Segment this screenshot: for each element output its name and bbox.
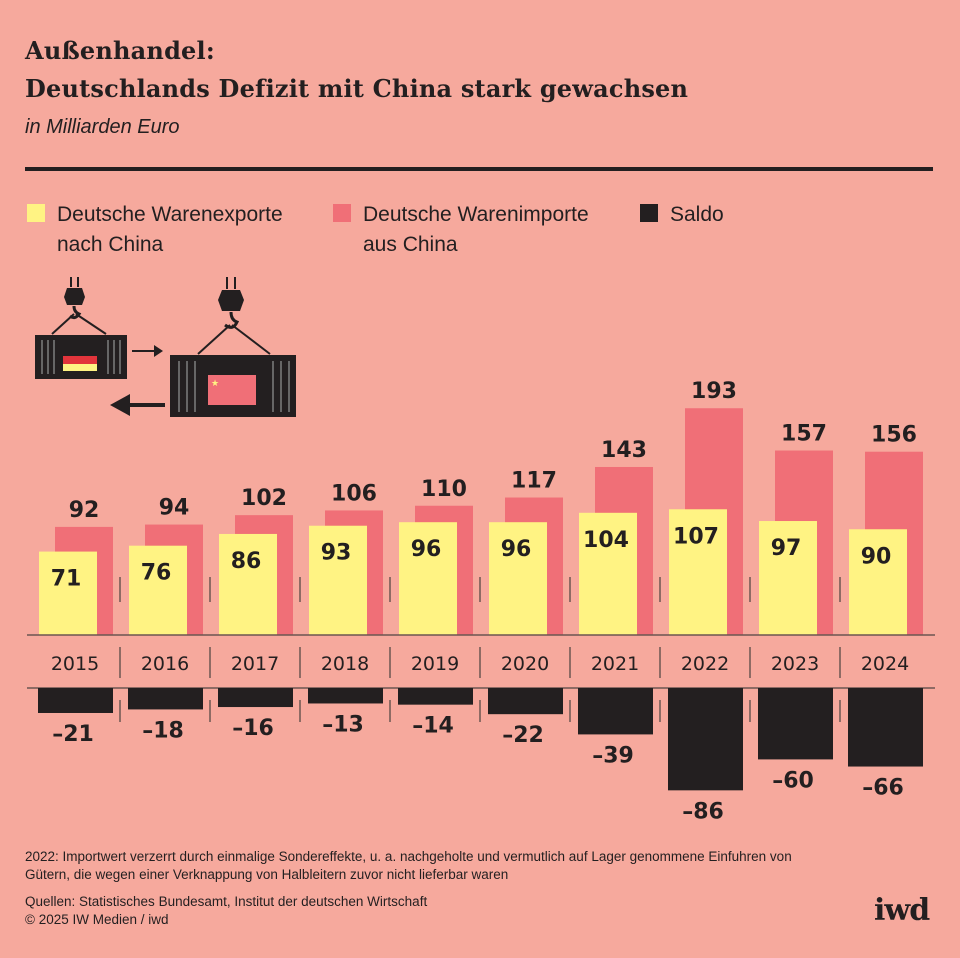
export-value-label: 104	[583, 528, 629, 553]
export-bar	[669, 509, 727, 635]
export-value-label: 93	[321, 541, 352, 566]
legend-item-imports: Deutsche Warenimporte aus China	[333, 200, 589, 260]
export-value-label: 97	[771, 536, 802, 561]
export-bar	[129, 545, 187, 635]
year-label: 2022	[681, 653, 729, 675]
import-value-label: 102	[241, 486, 287, 511]
saldo-value-label: –14	[412, 714, 454, 739]
saldo-bar	[848, 688, 923, 767]
saldo-bar	[38, 688, 113, 713]
export-value-label: 96	[501, 537, 532, 562]
footnote-line-2: Gütern, die wegen einer Verknappung von …	[25, 867, 509, 882]
title-divider	[25, 167, 933, 171]
year-label: 2016	[141, 653, 189, 675]
chart-title: Außenhandel: Deutschlands Defizit mit Ch…	[25, 32, 688, 108]
export-value-label: 90	[861, 544, 892, 569]
year-label: 2018	[321, 653, 369, 675]
footnote-line-1: 2022: Importwert verzerrt durch einmalig…	[25, 849, 792, 864]
import-value-label: 110	[421, 477, 467, 502]
export-bar	[399, 522, 457, 635]
export-value-label: 96	[411, 537, 442, 562]
title-line-2: Deutschlands Defizit mit China stark gew…	[25, 74, 689, 103]
import-value-label: 193	[691, 379, 737, 404]
saldo-value-label: –86	[682, 799, 724, 824]
legend-label-exports-line2: nach China	[57, 233, 164, 256]
legend-label-exports-line1: Deutsche Warenexporte	[57, 203, 283, 226]
saldo-bar	[758, 688, 833, 760]
import-value-label: 94	[159, 496, 190, 521]
saldo-bar	[218, 688, 293, 708]
year-label: 2024	[861, 653, 909, 675]
export-value-label: 107	[673, 524, 719, 549]
iwd-logo: iwd	[874, 893, 930, 928]
saldo-bar	[308, 688, 383, 704]
export-bar	[489, 522, 547, 635]
import-value-label: 157	[781, 422, 827, 447]
saldo-value-label: –39	[592, 743, 634, 768]
import-value-label: 92	[69, 498, 100, 523]
legend-label-imports-line1: Deutsche Warenimporte	[363, 203, 589, 226]
legend-item-exports: Deutsche Warenexporte nach China	[27, 200, 283, 260]
export-value-label: 71	[51, 567, 82, 592]
container-germany-icon	[35, 335, 127, 379]
import-value-label: 156	[871, 423, 917, 448]
year-label: 2021	[591, 653, 639, 675]
export-value-label: 86	[231, 549, 262, 574]
year-label: 2015	[51, 653, 99, 675]
saldo-value-label: –66	[862, 776, 904, 801]
crane-hook-right-icon	[197, 277, 271, 355]
saldo-bar	[488, 688, 563, 715]
arrow-right-icon	[132, 345, 163, 357]
year-label: 2017	[231, 653, 279, 675]
export-bar	[759, 521, 817, 635]
saldo-bar	[398, 688, 473, 705]
crane-hook-left-icon	[51, 277, 107, 335]
export-bar	[849, 529, 907, 635]
saldo-value-label: –13	[322, 712, 364, 737]
saldo-bar	[578, 688, 653, 735]
shipping-containers-germany-china-icon: ★	[35, 277, 296, 417]
year-label: 2020	[501, 653, 549, 675]
sources-text: Quellen: Statistisches Bundesamt, Instit…	[25, 894, 428, 909]
year-label: 2023	[771, 653, 819, 675]
year-label: 2019	[411, 653, 459, 675]
legend-swatch-exports	[27, 204, 45, 222]
saldo-value-label: –21	[52, 722, 94, 747]
import-value-label: 117	[511, 469, 557, 494]
copyright-text: © 2025 IW Medien / iwd	[25, 912, 169, 927]
svg-text:★: ★	[211, 379, 219, 389]
legend-item-saldo: Saldo	[640, 200, 724, 230]
legend-swatch-imports	[333, 204, 351, 222]
saldo-value-label: –22	[502, 723, 544, 748]
footnote: 2022: Importwert verzerrt durch einmalig…	[25, 848, 792, 884]
legend-label-imports-line2: aus China	[363, 233, 458, 256]
legend-swatch-saldo	[640, 204, 658, 222]
container-china-icon: ★	[170, 355, 296, 417]
export-bar	[579, 512, 637, 635]
import-value-label: 143	[601, 438, 647, 463]
title-line-1: Außenhandel:	[25, 36, 215, 65]
chart-subtitle: in Milliarden Euro	[25, 116, 180, 138]
saldo-bar	[128, 688, 203, 710]
export-bar	[309, 525, 367, 635]
saldo-value-label: –16	[232, 716, 274, 741]
saldo-bar	[668, 688, 743, 791]
saldo-value-label: –60	[772, 768, 814, 793]
import-value-label: 106	[331, 481, 377, 506]
export-bar	[39, 551, 97, 635]
arrow-left-icon	[110, 394, 165, 416]
saldo-value-label: –18	[142, 718, 184, 743]
legend-label-saldo: Saldo	[670, 203, 724, 226]
export-value-label: 76	[141, 561, 172, 586]
bar-chart: 92 71 94 76 102 86 106 93 110 96 117 96 143 104 193 107…	[27, 379, 935, 824]
export-bar	[219, 533, 277, 635]
source-block: Quellen: Statistisches Bundesamt, Instit…	[25, 893, 427, 929]
